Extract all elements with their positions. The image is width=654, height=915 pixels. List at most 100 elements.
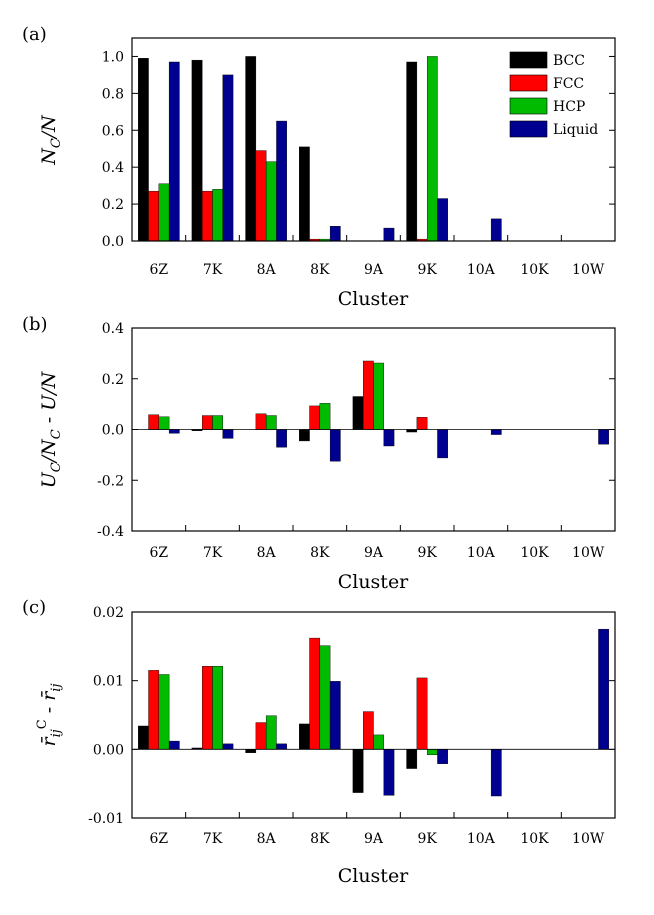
- x-tick-label-7K: 7K: [203, 262, 223, 278]
- bar-8A-bcc: [245, 56, 257, 242]
- bar-9A-liquid: [383, 227, 395, 242]
- bar-7K-fcc: [201, 666, 213, 750]
- panel-c-x-ticks: 6Z 7K 8A 8K 9A 9K 10A 10K 10W: [150, 812, 605, 847]
- panel-b-bars: [132, 360, 615, 462]
- bar-6Z-liquid: [168, 61, 180, 242]
- bar-6Z-liquid: [168, 740, 180, 750]
- y-tick-label: 0.0: [102, 234, 124, 250]
- bar-6Z-fcc: [148, 670, 160, 750]
- bar-9A-hcp: [373, 734, 385, 750]
- bar-9A-bcc: [352, 749, 364, 793]
- x-tick-label-10K: 10K: [520, 262, 549, 278]
- legend-swatch-liquid: [509, 120, 548, 138]
- x-tick-label-9A: 9A: [364, 545, 384, 561]
- x-tick-label-7K: 7K: [203, 831, 223, 847]
- bar-6Z-fcc: [148, 190, 160, 242]
- bar-9A-hcp: [373, 362, 385, 430]
- x-tick-label-6Z: 6Z: [150, 545, 169, 561]
- x-tick-label-7K: 7K: [203, 545, 223, 561]
- x-tick-label-10K: 10K: [520, 831, 549, 847]
- y-tick-label: 0.4: [102, 321, 124, 337]
- bar-7K-liquid: [222, 743, 234, 750]
- bar-8A-liquid: [276, 429, 287, 448]
- bar-7K-hcp: [212, 415, 224, 430]
- bar-9K-liquid: [437, 429, 448, 459]
- bar-8A-hcp: [265, 715, 277, 750]
- bar-8A-fcc: [255, 722, 267, 750]
- bar-7K-hcp: [212, 666, 224, 750]
- bar-9A-fcc: [363, 360, 374, 430]
- legend-swatch-fcc: [509, 74, 548, 92]
- bar-7K-fcc: [201, 190, 213, 242]
- x-tick-label-8A: 8A: [257, 545, 277, 561]
- x-tick-label-9K: 9K: [417, 545, 437, 561]
- bar-6Z-liquid: [168, 429, 180, 434]
- x-tick-label-8K: 8K: [310, 831, 330, 847]
- bar-8A-hcp: [265, 161, 277, 242]
- panel-a-x-label: Cluster: [338, 288, 409, 310]
- legend-swatch-hcp: [509, 97, 548, 115]
- panel-c-label: (c): [22, 597, 46, 618]
- bar-8K-fcc: [309, 637, 321, 750]
- x-tick-label-10A: 10A: [467, 262, 496, 278]
- bar-8K-bcc: [299, 146, 310, 242]
- x-tick-label-6Z: 6Z: [150, 831, 169, 847]
- bar-9K-liquid: [437, 749, 448, 764]
- y-tick-label: 0.02: [93, 605, 124, 621]
- panel-a-bars: [138, 56, 502, 242]
- panel-b-label: (b): [22, 314, 48, 335]
- bar-8K-liquid: [329, 681, 341, 750]
- panel-c: (c) -0.01 0.00 0.01 0.02 6Z 7K 8A 8K 9A 9K 10A 10K…: [22, 597, 616, 887]
- panel-a-x-ticks: 6Z 7K 8A 8K 9A 9K 10A 10K 10W: [150, 235, 605, 278]
- panel-b-x-label: Cluster: [338, 571, 409, 593]
- panel-a: (a) 0.0 0.2 0.4 0.6 0.8 1.0 6Z 7K 8A 8K 9A 9K 10A 10…: [22, 24, 616, 310]
- bar-7K-hcp: [212, 189, 224, 242]
- bar-9K-bcc: [406, 749, 418, 769]
- bar-9K-liquid: [437, 198, 448, 242]
- y-tick-label: 0.6: [102, 123, 124, 139]
- bar-8A-liquid: [276, 120, 287, 242]
- bar-8K-bcc: [299, 723, 310, 750]
- bar-8A-fcc: [255, 150, 267, 242]
- x-tick-label-8A: 8A: [257, 831, 277, 847]
- y-tick-label: 0.01: [93, 674, 124, 690]
- bar-8K-hcp: [319, 403, 331, 430]
- panel-b-x-ticks: 6Z 7K 8A 8K 9A 9K 10A 10K 10W: [150, 525, 605, 561]
- bar-8K-bcc: [299, 429, 310, 442]
- y-tick-label: 0.2: [102, 372, 124, 388]
- bar-10A-liquid: [490, 218, 502, 242]
- bar-9A-liquid: [383, 749, 395, 796]
- panel-c-y-label: r̄ijC - r̄ij: [35, 683, 64, 746]
- bar-9K-fcc: [416, 417, 428, 430]
- bar-10W-liquid: [598, 429, 609, 445]
- y-tick-label: 1.0: [102, 49, 124, 65]
- bar-6Z-hcp: [158, 674, 170, 750]
- bar-9A-liquid: [383, 429, 395, 447]
- bar-9A-fcc: [363, 711, 374, 750]
- y-tick-label: 0.8: [102, 86, 124, 102]
- bar-10A-liquid: [490, 749, 502, 797]
- panel-c-x-label: Cluster: [338, 865, 409, 887]
- y-tick-label: 0.4: [102, 160, 124, 176]
- bar-8A-fcc: [255, 413, 267, 430]
- y-tick-label: -0.01: [88, 811, 124, 827]
- x-tick-label-10W: 10W: [572, 262, 605, 278]
- x-tick-label-9A: 9A: [364, 262, 384, 278]
- panel-b-y-ticks: -0.4 -0.2 0.0 0.2 0.4: [97, 321, 615, 540]
- bar-10W-liquid: [598, 628, 609, 750]
- legend-label-bcc: BCC: [553, 53, 585, 69]
- y-tick-label: -0.4: [97, 524, 124, 540]
- bar-7K-liquid: [222, 74, 234, 242]
- panel-c-frame: [131, 611, 616, 819]
- bar-8A-liquid: [276, 743, 287, 750]
- bar-6Z-fcc: [148, 414, 160, 430]
- bar-7K-liquid: [222, 429, 234, 439]
- x-tick-label-10A: 10A: [467, 545, 496, 561]
- panel-a-y-label: NC/N: [38, 114, 64, 166]
- legend-label-hcp: HCP: [553, 99, 585, 115]
- legend-label-liquid: Liquid: [553, 122, 598, 138]
- x-tick-label-8K: 8K: [310, 262, 330, 278]
- bar-9K-hcp: [426, 749, 438, 756]
- panel-a-y-ticks: 0.0 0.2 0.4 0.6 0.8 1.0: [102, 49, 615, 250]
